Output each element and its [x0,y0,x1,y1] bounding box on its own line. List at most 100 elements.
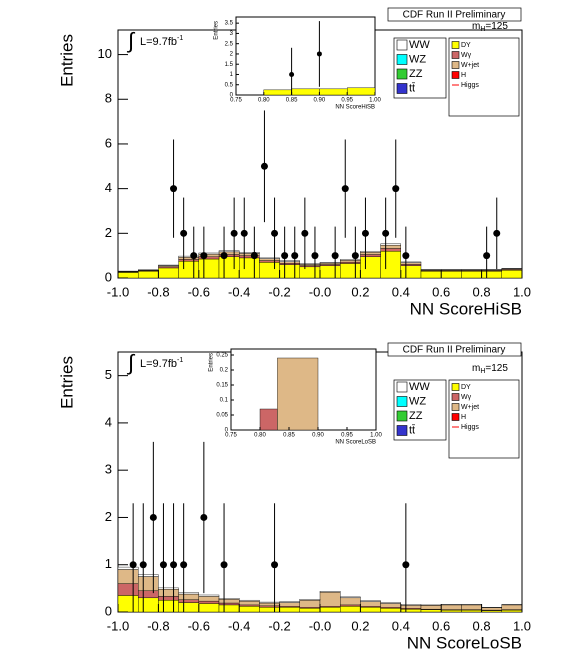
legend-swatch [452,384,459,391]
legend-label: H [461,72,466,79]
histogram-bar [381,245,401,248]
legend-box [449,38,519,116]
legend-swatch [452,62,459,69]
x-tick-label: 0.90 [314,98,326,104]
histogram-bar [300,264,320,265]
x-axis-label: NN ScoreLoSB [407,633,522,652]
x-tick-label: 0.80 [258,98,270,104]
x-tick-label: 1.0 [513,284,531,299]
y-axis-label: Entries [214,21,220,40]
histogram-bar [360,257,380,278]
histogram-bar [179,261,199,278]
histogram-bar [179,600,199,603]
legend-swatch [397,84,407,94]
data-point [200,514,207,521]
histogram-bar [219,599,239,603]
y-tick-label: 10 [98,46,112,61]
y-tick-label: 0.25 [216,353,228,359]
data-point [311,252,318,259]
histogram-bar [401,609,421,612]
histogram-bar [360,251,380,252]
data-point [170,561,177,568]
histogram-bar [280,607,300,612]
histogram-bar [260,409,277,430]
data-point [221,561,228,568]
histogram-bar [360,602,380,607]
histogram-bar [421,610,441,612]
y-tick-label: 4 [105,414,112,429]
histogram-bar [158,588,178,589]
legend-label: tt̄ [409,82,415,94]
histogram-bar [239,601,259,605]
x-tick-label: 0.95 [341,433,353,439]
histogram-bar [118,595,138,612]
histogram-bar [381,603,401,604]
legend-swatch [452,414,459,421]
histogram-bar [219,598,239,599]
legend-swatch [397,69,407,79]
histogram-bar [259,259,279,261]
x-tick-label: 1.00 [369,98,381,104]
histogram-bar [158,268,178,278]
lumi: L=9.7fb [140,358,177,370]
x-tick-label: 0.2 [351,284,369,299]
histogram-bar [118,569,138,583]
histogram-bar [158,265,178,266]
histogram-bar [199,603,219,612]
legend-swatch [397,397,407,407]
histogram-bar [259,258,279,259]
histogram-bar [381,608,401,612]
histogram-bar [138,598,158,612]
legend-swatch [452,52,459,59]
x-tick-label: 0.90 [312,433,324,439]
x-tick-label: -1.0 [107,284,129,299]
histogram-bar [179,259,199,261]
y-tick-label: 0.5 [225,82,234,88]
x-tick-label: 0.2 [351,618,369,633]
data-point [130,561,137,568]
histogram-bar [300,267,320,278]
histogram-bar [421,271,441,278]
y-tick-label: 6 [105,135,112,150]
histogram-bar [219,603,239,605]
y-axis-label: Entries [57,34,76,87]
data-point [241,230,248,237]
histogram-bar [259,261,279,263]
histogram-bar [300,600,320,607]
x-axis-label: NN ScoreLoSB [335,440,376,446]
legend-label: W+jet [461,404,479,411]
data-point [362,230,369,237]
data-point [261,163,268,170]
x-tick-label: 1.00 [370,433,382,439]
histogram-bar [259,603,279,606]
histogram-bar [264,90,292,95]
y-tick-label: 0.2 [220,368,229,374]
legend-swatch [397,40,407,50]
histogram-bar [319,89,347,95]
histogram-bar [340,605,360,606]
histogram-bar [239,258,259,278]
x-tick-label: 0.95 [341,98,353,104]
histogram-bar [239,605,259,606]
legend-label: DY [461,384,471,391]
x-tick-label: 0.6 [432,618,450,633]
x-tick-label: 1.0 [513,618,531,633]
histogram-bar [360,601,380,602]
legend-label: WW [409,39,430,51]
histogram-bar [138,575,158,577]
histogram-bar [340,262,360,263]
histogram-bar [381,249,401,252]
histogram-bar [320,262,340,263]
histogram-bar [292,89,320,95]
data-point [402,252,409,259]
data-point [251,252,258,259]
histogram-bar [482,608,502,610]
data-point [352,252,359,259]
histogram-bar [340,260,360,262]
histogram-bar [340,597,360,598]
histogram-bar [179,603,199,612]
y-tick-label: 3 [105,462,112,477]
y-tick-label: 1.5 [225,62,234,68]
histogram-bar [277,358,318,430]
histogram-bar [118,584,138,596]
